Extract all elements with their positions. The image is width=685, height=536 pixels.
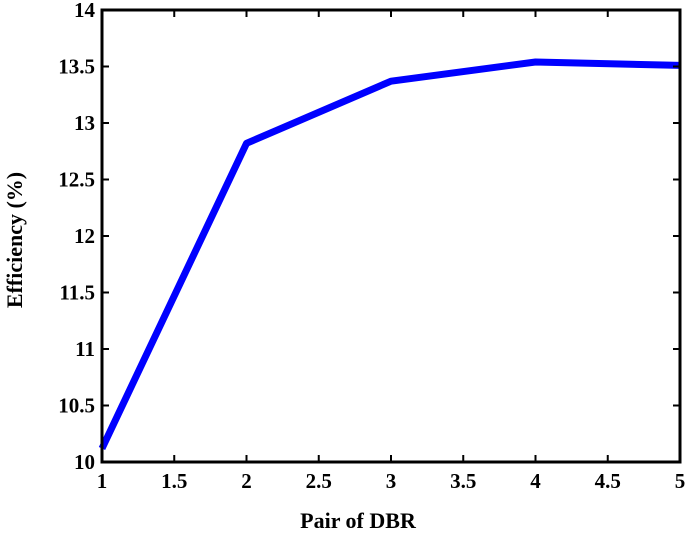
y-tick-label: 13	[74, 111, 95, 135]
x-tick-label: 5	[675, 469, 685, 493]
x-tick-label: 4.5	[595, 469, 621, 493]
x-axis-label: Pair of DBR	[300, 508, 417, 533]
plot-area	[98, 8, 682, 464]
y-tick-label: 11	[75, 337, 95, 361]
y-tick-label: 13.5	[58, 55, 95, 79]
x-tick-label: 4	[530, 469, 541, 493]
y-tick-label: 10	[74, 450, 95, 474]
y-tick-label: 11.5	[59, 281, 95, 305]
x-tick-label: 3	[386, 469, 397, 493]
y-axis-label: Efficiency (%)	[2, 172, 27, 308]
y-tick-label: 10.5	[58, 394, 95, 418]
y-tick-label: 14	[74, 0, 96, 22]
y-axis-ticks: 10 10.5 11 11.5 12 12.5 13 13.5 14	[58, 0, 680, 474]
x-tick-label: 1.5	[161, 469, 187, 493]
x-tick-label: 3.5	[450, 469, 476, 493]
x-tick-label: 2	[241, 469, 252, 493]
x-tick-label: 1	[97, 469, 108, 493]
x-axis-ticks: 1 1.5 2 2.5 3 3.5 4 4.5 5	[97, 10, 685, 493]
series-line-1	[98, 58, 681, 450]
y-tick-label: 12	[74, 224, 95, 248]
y-tick-label: 12.5	[58, 168, 95, 192]
x-tick-label: 2.5	[306, 469, 332, 493]
